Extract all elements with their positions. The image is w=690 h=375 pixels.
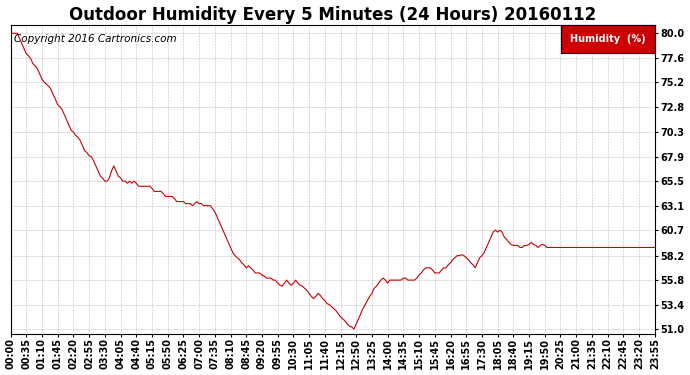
Title: Outdoor Humidity Every 5 Minutes (24 Hours) 20160112: Outdoor Humidity Every 5 Minutes (24 Hou… xyxy=(69,6,596,24)
Text: Copyright 2016 Cartronics.com: Copyright 2016 Cartronics.com xyxy=(14,34,177,44)
